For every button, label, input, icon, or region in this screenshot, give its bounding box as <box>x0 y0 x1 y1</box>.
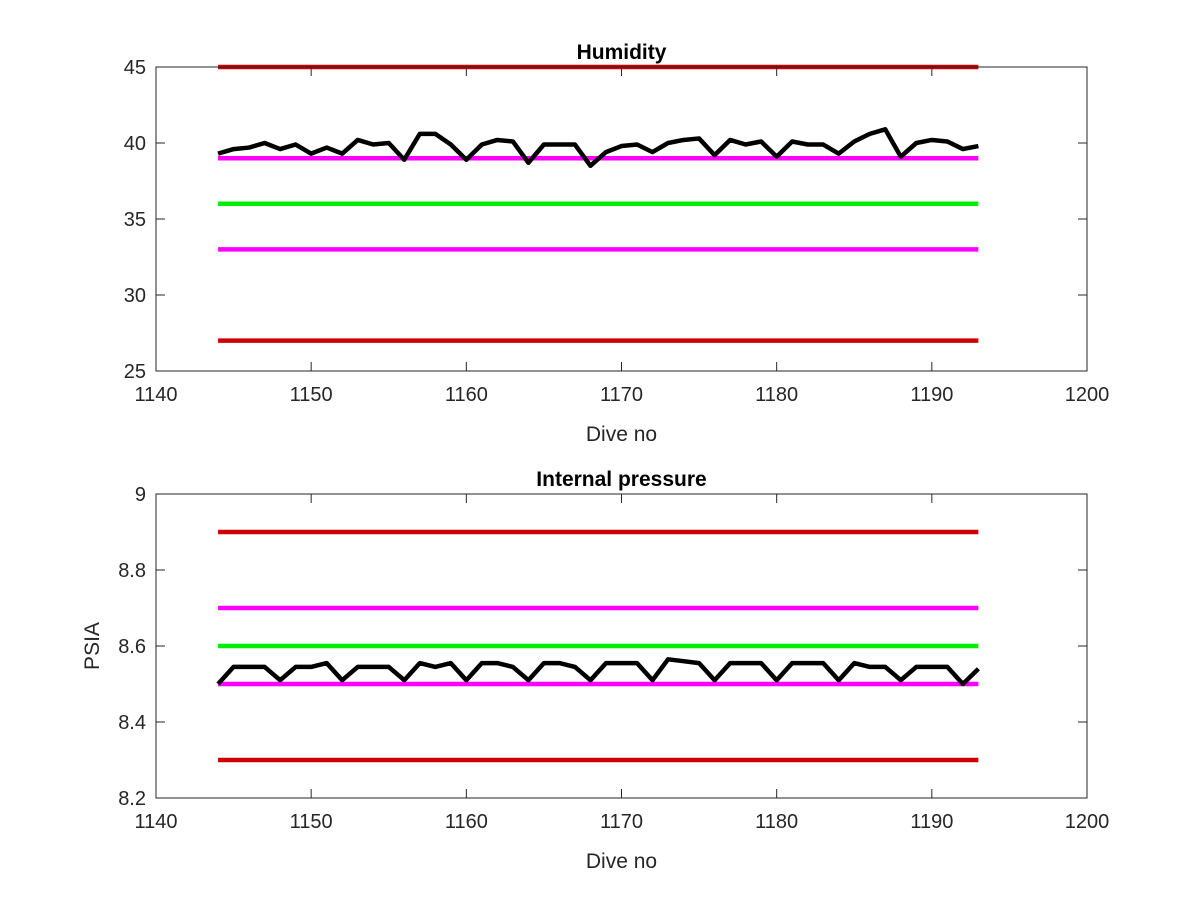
y-tick-label: 8.6 <box>118 636 146 658</box>
y-tick-label: 9 <box>135 484 146 506</box>
x-tick-label: 1140 <box>134 811 177 833</box>
x-tick-label: 1200 <box>1065 811 1110 833</box>
x-tick-label: 1180 <box>755 811 798 833</box>
y-tick-label: 30 <box>124 285 146 307</box>
x-tick-label: 1170 <box>600 384 643 406</box>
subplot-1: 1140 1150 1160 1170 1180 1190 1200 25 30 35 40 45 Hu… <box>124 41 1110 446</box>
plot-title: Humidity <box>577 41 667 64</box>
y-tick-label: 45 <box>124 57 146 79</box>
x-tick-label: 1160 <box>445 811 488 833</box>
y-tick-label: 8.2 <box>118 788 146 810</box>
subplot-2: 1140 1150 1160 1170 1180 1190 1200 8.2 8.4 8.6 8.8… <box>81 468 1109 873</box>
x-tick-label: 1140 <box>134 384 177 406</box>
plot-title: Internal pressure <box>536 468 706 491</box>
x-tick-label: 1160 <box>445 384 488 406</box>
y-tick-label: 8.8 <box>118 560 146 582</box>
data-series-line <box>217 127 979 169</box>
x-tick-label: 1200 <box>1065 384 1110 406</box>
x-axis-label: Dive no <box>586 850 657 873</box>
x-tick-label: 1170 <box>600 811 643 833</box>
series-group <box>216 529 980 763</box>
y-tick-label: 8.4 <box>118 712 146 734</box>
y-axis-label: PSIA <box>81 622 104 670</box>
y-tick-label: 25 <box>124 361 146 383</box>
x-tick-label: 1150 <box>290 384 333 406</box>
y-tick-label: 40 <box>124 133 146 155</box>
axes-frame <box>155 66 1088 372</box>
x-tick-label: 1190 <box>910 811 953 833</box>
series-group <box>217 64 979 343</box>
y-tick-label: 35 <box>124 209 146 231</box>
x-tick-label: 1180 <box>755 384 798 406</box>
x-axis-label: Dive no <box>586 423 657 446</box>
x-tick-label: 1190 <box>910 384 953 406</box>
data-series-line <box>216 657 980 687</box>
x-tick-label: 1150 <box>290 811 333 833</box>
